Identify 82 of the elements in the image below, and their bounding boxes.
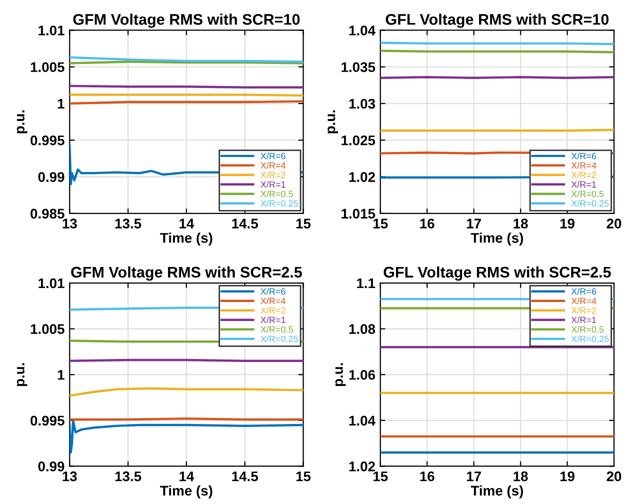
legend-label: X/R=1 — [260, 316, 286, 324]
legend-label: X/R=0.25 — [260, 200, 298, 207]
legend-label: X/R=6 — [260, 152, 286, 160]
y-tick-label: 1.01 — [38, 26, 64, 36]
legend-label: X/R=2 — [571, 172, 596, 178]
x-tick-label: 14.5 — [232, 218, 258, 228]
y-axis-title: p.u. — [16, 363, 28, 386]
x-tick-label: 20 — [606, 471, 622, 482]
x-tick-label: 16 — [420, 471, 434, 482]
y-tick-label: 1.025 — [342, 135, 376, 146]
legend-label: X/R=0.25 — [260, 335, 298, 342]
x-tick-label: 16 — [420, 218, 434, 228]
chart-title: GFM Voltage RMS with SCR=2.5 — [71, 266, 302, 281]
text: X/R=4 — [571, 297, 596, 304]
legend-label: X/R=1 — [260, 181, 286, 188]
x-axis-title: Time (s) — [160, 232, 212, 246]
x-tick-label: 15 — [374, 472, 388, 482]
y-tick-label: 1.1 — [357, 278, 376, 288]
x-tick-label: 20 — [606, 218, 622, 228]
x-tick-label: 19 — [560, 471, 574, 482]
x-tick-label: 14.5 — [232, 472, 258, 482]
line-series — [70, 419, 304, 454]
legend-label: X/R=0.5 — [260, 190, 293, 198]
legend-label: X/R=0.5 — [571, 326, 604, 333]
x-tick-label: 14 — [180, 218, 194, 228]
y-tick-label: 1.005 — [30, 62, 64, 72]
x-tick-label: 15 — [374, 218, 388, 228]
legend-label: X/R=4 — [571, 162, 596, 169]
x-tick-label: 17 — [466, 218, 481, 228]
y-axis-title: p.u. — [328, 110, 338, 134]
y-tick-label: 1.03 — [349, 98, 376, 109]
y-tick-label: 0.99 — [38, 172, 64, 182]
x-tick-label: 13 — [62, 471, 77, 482]
x-tick-label: 18 — [514, 471, 528, 482]
x-tick-label: 17 — [466, 472, 481, 482]
y-tick-label: 1 — [58, 370, 64, 380]
legend-label: X/R=0.5 — [260, 326, 293, 333]
y-tick-label: 1.015 — [342, 208, 376, 219]
text: X/R=4 — [260, 297, 286, 304]
text: X/R=6 — [571, 288, 596, 295]
y-tick-label: 1 — [58, 98, 64, 109]
y-tick-label: 0.985 — [30, 208, 64, 219]
y-tick-label: 1.06 — [349, 370, 376, 380]
legend-label: X/R=6 — [571, 152, 596, 160]
line-series — [70, 387, 304, 397]
x-tick-label: 15 — [296, 218, 311, 228]
y-tick-label: 1.04 — [349, 26, 376, 36]
legend-label: X/R=2 — [260, 172, 286, 178]
chart-title: GFM Voltage RMS with SCR=10 — [73, 14, 300, 28]
legend-label: X/R=0.25 — [571, 335, 609, 342]
legend-label: X/R=4 — [260, 162, 286, 169]
x-axis-title: Time (s) — [160, 485, 212, 498]
y-tick-label: 0.99 — [38, 462, 64, 472]
legend-label: X/R=0.5 — [571, 190, 604, 198]
legend-label: X/R=0.25 — [571, 200, 609, 207]
y-tick-label: 0.995 — [30, 416, 64, 426]
x-tick-label: 13.5 — [115, 471, 142, 482]
text: X/R=2 — [260, 306, 286, 314]
x-axis-title: Time (s) — [470, 232, 524, 246]
chart-title: GFL Voltage RMS with SCR=10 — [386, 14, 609, 28]
x-tick-label: 13.5 — [115, 218, 142, 228]
y-tick-label: 1.02 — [349, 172, 375, 182]
y-tick-label: 0.995 — [30, 135, 64, 146]
legend-label: X/R=1 — [571, 316, 596, 324]
y-tick-label: 1.01 — [38, 278, 64, 288]
y-tick-label: 1.04 — [349, 416, 376, 426]
x-tick-label: 14 — [180, 472, 194, 482]
x-tick-label: 15 — [296, 472, 311, 482]
y-tick-label: 1.02 — [349, 462, 375, 472]
x-axis-title: Time (s) — [470, 485, 524, 498]
x-tick-label: 19 — [560, 218, 574, 228]
y-axis-title: p.u. — [335, 363, 346, 386]
x-tick-label: 13 — [62, 218, 77, 228]
y-tick-label: 1.005 — [30, 324, 64, 334]
text: X/R=6 — [260, 288, 286, 295]
legend-label: X/R=1 — [571, 181, 596, 188]
y-tick-label: 1.08 — [349, 324, 376, 334]
y-axis-title: p.u. — [16, 110, 28, 134]
text: X/R=2 — [571, 306, 596, 314]
y-tick-label: 1.035 — [342, 62, 376, 72]
chart-title: GFL Voltage RMS with SCR=2.5 — [384, 266, 611, 281]
x-tick-label: 18 — [514, 218, 528, 228]
